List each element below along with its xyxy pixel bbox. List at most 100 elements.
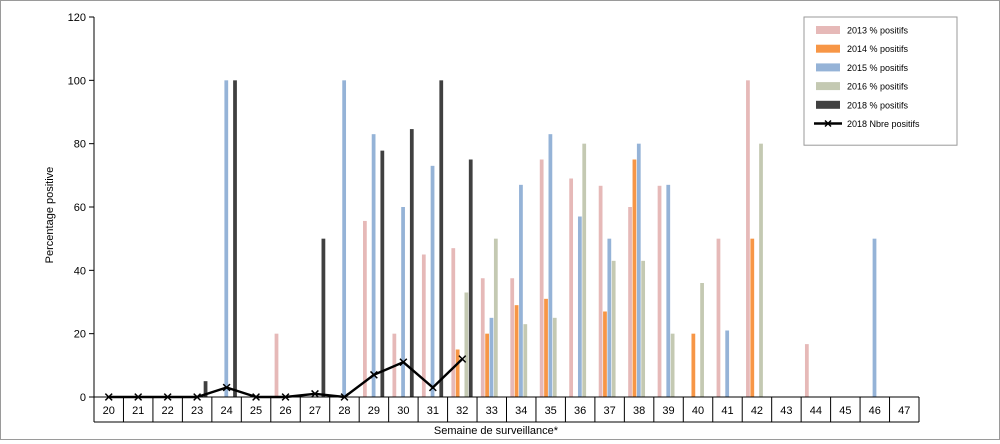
- bar: [224, 80, 229, 397]
- bar: [493, 238, 498, 397]
- y-tick-label: 120: [68, 12, 86, 24]
- marker-stroke: [458, 355, 467, 363]
- x-tick-label: 24: [220, 405, 232, 417]
- x-tick-label: 26: [279, 405, 291, 417]
- line-point-marker: [399, 358, 408, 367]
- bar: [342, 80, 347, 397]
- bar: [607, 238, 612, 397]
- bar: [804, 344, 809, 397]
- x-tick-label: 29: [368, 405, 380, 417]
- bar: [464, 292, 469, 397]
- bar: [872, 238, 877, 397]
- bar: [577, 216, 582, 397]
- bar: [725, 330, 730, 397]
- bar: [700, 283, 704, 397]
- marker-stroke: [311, 389, 319, 398]
- legend-item: 2016 % positifs: [816, 82, 909, 92]
- marker-stroke: [281, 393, 290, 401]
- bar: [598, 185, 603, 397]
- x-tick-label: 42: [751, 405, 763, 417]
- legend-item: 2013 % positifs: [816, 26, 909, 36]
- bar: [611, 260, 616, 397]
- bar: [582, 143, 587, 397]
- bar: [632, 159, 637, 397]
- bars-layer: [203, 80, 877, 397]
- y-tick-label: 40: [74, 265, 86, 277]
- legend-label: 2013 % positifs: [847, 26, 909, 36]
- legend-swatch: [816, 44, 840, 53]
- bar: [657, 185, 662, 397]
- line-point-marker: [193, 393, 202, 401]
- line-point-marker: [222, 383, 231, 392]
- x-tick-label: 33: [486, 405, 498, 417]
- legend-label: 2015 % positifs: [847, 63, 909, 73]
- marker-stroke: [193, 393, 202, 401]
- bar: [421, 254, 426, 397]
- marker-stroke: [163, 393, 172, 401]
- line-point-marker: [428, 383, 437, 392]
- y-tick-label: 80: [74, 139, 86, 151]
- x-tick-label: 44: [810, 405, 822, 417]
- bar: [401, 207, 405, 397]
- bar: [455, 349, 460, 397]
- bar: [759, 143, 763, 397]
- legend-swatch: [816, 100, 840, 109]
- bar: [569, 178, 574, 397]
- bar: [439, 80, 444, 397]
- x-tick-label: 46: [869, 405, 881, 417]
- y-tick-label: 0: [80, 392, 86, 404]
- x-tick-label: 25: [250, 405, 262, 417]
- line-point-marker: [104, 393, 113, 401]
- bar: [628, 207, 632, 397]
- x-tick-label: 31: [427, 405, 439, 417]
- bar: [641, 260, 646, 397]
- bar: [430, 165, 435, 397]
- bar: [691, 333, 696, 397]
- legend-item: 2014 % positifs: [816, 44, 909, 54]
- bar: [523, 324, 528, 397]
- x-tick-label: 38: [633, 405, 645, 417]
- legend-label: 2014 % positifs: [847, 44, 909, 54]
- x-tick-label: 35: [545, 405, 557, 417]
- axes-layer: 0 20 40 60 80 100 120 20 21 22 23 24 25 26 27 28 29 30 31 3…: [68, 12, 920, 423]
- bar: [233, 80, 237, 397]
- y-tick-label: 20: [74, 329, 86, 341]
- x-tick-label: 27: [309, 405, 321, 417]
- bar: [510, 278, 515, 397]
- x-tick-label: 47: [898, 405, 910, 417]
- y-tick-label: 100: [68, 75, 86, 87]
- marker-stroke: [399, 358, 408, 367]
- legend-label: 2018 % positifs: [847, 100, 909, 110]
- legend-label: 2016 % positifs: [847, 82, 909, 92]
- marker-stroke: [428, 383, 437, 392]
- legend: 2013 % positifs 2014 % positifs 2015 % pos…: [803, 16, 958, 146]
- bar: [716, 238, 721, 397]
- x-tick-label: 21: [132, 405, 144, 417]
- x-tick-label: 45: [839, 405, 851, 417]
- line-point-marker: [340, 393, 349, 401]
- x-tick-label: 40: [692, 405, 704, 417]
- x-tick-label: 39: [662, 405, 674, 417]
- x-tick-label: 34: [515, 405, 527, 417]
- bar: [485, 333, 489, 397]
- x-tick-label: 30: [397, 405, 409, 417]
- bar: [750, 238, 755, 397]
- line-point-marker: [134, 393, 143, 401]
- bar: [274, 333, 279, 397]
- marker-stroke: [340, 393, 349, 401]
- legend-item: 2018 Nbre positifs: [814, 119, 920, 129]
- x-tick-label: 43: [780, 405, 792, 417]
- marker-stroke: [104, 393, 113, 401]
- x-axis-label: Semaine de surveillance*: [434, 425, 559, 437]
- line-point-marker: [252, 393, 260, 401]
- bar: [321, 238, 326, 397]
- bar: [409, 129, 414, 397]
- bar: [539, 159, 544, 397]
- y-axis-label: Percentage positive: [44, 167, 56, 264]
- series-line: [108, 358, 464, 399]
- bar: [670, 333, 675, 397]
- line-point-marker: [281, 393, 290, 401]
- x-tick-label: 20: [103, 405, 115, 417]
